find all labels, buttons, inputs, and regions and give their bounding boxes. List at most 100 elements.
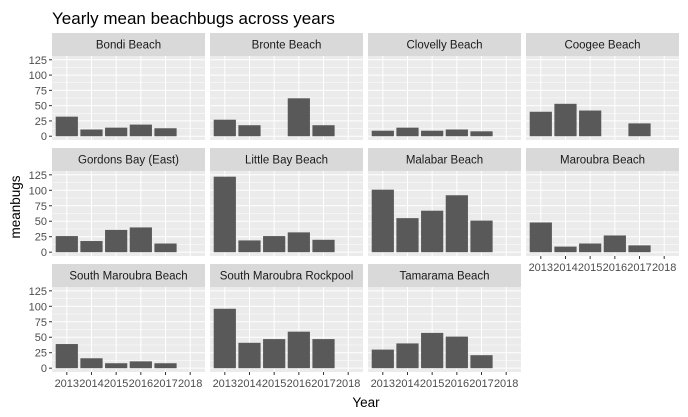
bar-clovelly-beach-2014 [396,127,419,137]
y-tick-label: 25 [35,232,47,244]
y-tick-label: 75 [35,317,47,329]
facet-strip-label: Bronte Beach [252,40,322,52]
bar-tamarama-beach-2013 [371,349,394,369]
y-tick-label: 100 [29,301,47,313]
x-tick-label: 2018 [494,378,518,390]
bar-bronte-beach-2013 [213,119,236,137]
bar-bronte-beach-2014 [238,125,261,137]
bar-south-maroubra-beach-2013 [55,344,78,369]
facet-little-bay-beach: Little Bay Beach [210,148,363,256]
x-tick-label: 2016 [445,378,469,390]
bar-malabar-beach-2013 [371,189,394,253]
bar-south-maroubra-beach-2016 [129,361,152,369]
facet-strip-label: Bondi Beach [96,40,161,52]
x-tick-label: 2017 [469,378,493,390]
y-axis-title: meanbugs [8,175,23,238]
x-tick-label: 2013 [371,378,395,390]
bar-bronte-beach-2017 [312,125,335,137]
y-tick-label: 100 [29,185,47,197]
facet-strip [368,33,521,56]
facet-bondi-beach: Bondi Beach 0 25 50 75 100 125 [29,33,205,143]
bar-gordons-bay-east-2014 [80,241,103,253]
facet-strip [52,264,205,287]
bar-coogee-beach-2013 [529,111,552,137]
facet-strip-label: Gordons Bay (East) [78,155,179,167]
y-tick-label: 125 [29,170,47,182]
facet-malabar-beach: Malabar Beach [368,148,521,256]
x-tick-label: 2017 [627,262,651,274]
x-tick-label: 2017 [153,378,177,390]
bar-south-maroubra-rockpool-2015 [263,339,286,369]
facet-strip [210,148,363,171]
bar-tamarama-beach-2017 [470,355,493,369]
bar-little-bay-beach-2014 [238,240,261,253]
x-tick-label: 2015 [104,378,128,390]
x-tick-label: 2015 [420,378,444,390]
y-tick-label: 50 [35,101,47,113]
x-tick-label: 2013 [529,262,553,274]
y-tick-label: 125 [29,55,47,67]
chart-title: Yearly mean beachbugs across years [52,9,335,28]
facet-tamarama-beach: Tamarama Beach 2013 2014 2015 2016 2017 2018 [368,264,521,390]
bar-bronte-beach-2016 [287,98,310,137]
x-tick-label: 2014 [395,378,419,390]
facet-strip-label: Maroubra Beach [560,155,645,167]
y-tick-label: 25 [35,348,47,360]
facet-strip-label: Clovelly Beach [406,40,482,52]
x-tick-label: 2018 [336,378,360,390]
bar-malabar-beach-2017 [470,220,493,253]
facet-strip-label: Malabar Beach [406,155,483,167]
facet-gordons-bay-east: Gordons Bay (East) 0 25 50 75 100 125 [29,148,205,259]
facet-strip-label: Tamarama Beach [399,271,489,283]
facet-strip [52,33,205,56]
bar-tamarama-beach-2015 [421,332,444,369]
bar-bondi-beach-2013 [55,116,78,137]
bar-little-bay-beach-2013 [213,176,236,253]
facet-maroubra-beach: Maroubra Beach 2013 2014 2015 2016 2017 2018 [526,148,679,274]
facet-strip-label: Coogee Beach [564,40,640,52]
y-tick-label: 75 [35,85,47,97]
y-tick-label: 0 [41,363,47,375]
bar-tamarama-beach-2016 [445,336,468,369]
bar-south-maroubra-beach-2017 [154,363,177,369]
facet-strip [526,148,679,171]
bar-coogee-beach-2015 [579,110,602,137]
bar-south-maroubra-rockpool-2014 [238,342,261,369]
facet-panels: Bondi Beach 0 25 50 75 100 125 Bronte Beach Clov… [29,33,679,390]
facet-clovelly-beach: Clovelly Beach [368,33,521,140]
bar-gordons-bay-east-2015 [105,229,128,253]
y-tick-label: 0 [41,131,47,143]
facet-strip [210,264,363,287]
bar-south-maroubra-beach-2015 [105,363,128,369]
bar-bondi-beach-2016 [129,124,152,137]
y-tick-label: 100 [29,70,47,82]
bar-coogee-beach-2017 [628,123,651,137]
x-tick-label: 2014 [553,262,577,274]
bar-maroubra-beach-2014 [554,246,577,253]
x-tick-label: 2014 [237,378,261,390]
bar-little-bay-beach-2017 [312,239,335,253]
facet-strip-label: South Maroubra Rockpool [220,271,354,283]
x-axis-title: Year [352,395,380,410]
bar-tamarama-beach-2014 [396,343,419,369]
bar-gordons-bay-east-2017 [154,243,177,253]
bar-maroubra-beach-2017 [628,245,651,253]
bar-bondi-beach-2014 [80,129,103,137]
facet-strip-label: South Maroubra Beach [69,271,187,283]
facet-strip [52,148,205,171]
bar-malabar-beach-2014 [396,218,419,253]
facet-coogee-beach: Coogee Beach [526,33,679,140]
bar-south-maroubra-rockpool-2016 [287,331,310,369]
bar-little-bay-beach-2015 [263,236,286,253]
y-tick-label: 25 [35,116,47,128]
bar-south-maroubra-rockpool-2013 [213,308,236,369]
bar-maroubra-beach-2015 [579,243,602,253]
bar-clovelly-beach-2013 [371,130,394,137]
y-tick-label: 75 [35,201,47,213]
x-tick-label: 2018 [652,262,676,274]
y-tick-label: 50 [35,216,47,228]
bar-little-bay-beach-2016 [287,232,310,253]
y-tick-label: 0 [41,247,47,259]
